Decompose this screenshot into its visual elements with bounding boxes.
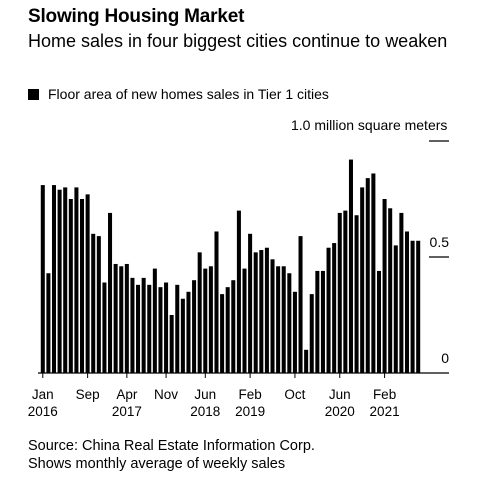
chart-title: Slowing Housing Market <box>28 6 245 27</box>
bar-52 <box>332 243 337 373</box>
bar-55 <box>348 159 353 373</box>
x-tick-label-0: Jan <box>32 387 54 402</box>
bar-8 <box>85 194 90 373</box>
x-tick-year-5: 2019 <box>235 404 265 419</box>
legend-swatch <box>28 88 39 100</box>
bar-45 <box>292 291 297 373</box>
bar-11 <box>102 282 107 373</box>
x-tick-year-2: 2017 <box>112 404 142 419</box>
bar-19 <box>147 284 152 373</box>
bar-16 <box>130 277 135 373</box>
bar-14 <box>119 266 124 373</box>
bar-29 <box>203 268 208 373</box>
bar-7 <box>80 199 85 373</box>
bar-65 <box>404 231 410 373</box>
bar-22 <box>164 282 169 373</box>
bar-67 <box>416 240 421 373</box>
bar-20 <box>152 268 157 373</box>
x-tick-label-5: Feb <box>238 387 261 402</box>
bar-25 <box>180 298 185 373</box>
bar-35 <box>236 210 241 373</box>
bar-5 <box>68 199 73 373</box>
source-note: Source: China Real Estate Information Co… <box>28 438 315 454</box>
bar-24 <box>175 284 180 373</box>
bar-6 <box>74 187 79 373</box>
x-tick-label-7: Jun <box>329 387 351 402</box>
bar-66 <box>410 240 415 373</box>
bar-3 <box>57 189 62 373</box>
legend: Floor area of new homes sales in Tier 1 … <box>28 86 329 102</box>
bar-56 <box>354 215 359 373</box>
x-tick-year-0: 2016 <box>28 404 58 419</box>
bar-27 <box>192 280 197 373</box>
y-axis-unit-label: 1.0 million square meters <box>291 117 448 133</box>
y-tick-label-1: 0.5 <box>430 234 450 250</box>
chart-subtitle: Home sales in four biggest cities contin… <box>28 31 448 51</box>
bar-43 <box>281 266 286 373</box>
bar-40 <box>264 247 269 373</box>
bar-32 <box>220 294 225 373</box>
bar-28 <box>197 252 202 373</box>
x-tick-label-1: Sep <box>76 387 100 402</box>
bar-34 <box>231 280 236 373</box>
bar-47 <box>304 349 309 373</box>
bar-17 <box>136 284 141 373</box>
bar-2 <box>51 185 57 373</box>
bar-63 <box>393 245 398 373</box>
method-note: Shows monthly average of weekly sales <box>28 456 286 472</box>
bar-46 <box>298 236 303 373</box>
bar-64 <box>399 212 404 373</box>
bar-21 <box>158 287 163 373</box>
bar-60 <box>376 270 381 373</box>
bar-61 <box>382 199 387 373</box>
bar-50 <box>320 270 325 373</box>
bar-62 <box>388 208 393 373</box>
footer: Source: China Real Estate Information Co… <box>28 437 315 473</box>
legend-label: Floor area of new homes sales in Tier 1 … <box>48 86 329 102</box>
bar-18 <box>141 277 146 373</box>
x-tick-label-6: Oct <box>284 387 305 402</box>
bar-49 <box>315 270 320 373</box>
y-tick-label-2: 0 <box>441 350 449 366</box>
bar-12 <box>108 212 113 373</box>
bar-15 <box>124 263 129 373</box>
x-tick-label-8: Feb <box>373 387 396 402</box>
bar-57 <box>360 187 365 373</box>
bar-23 <box>169 315 174 373</box>
bar-39 <box>259 250 264 373</box>
bar-53 <box>337 212 342 373</box>
bar-26 <box>186 291 191 373</box>
bar-42 <box>276 266 281 373</box>
x-tick-year-8: 2021 <box>370 404 400 419</box>
bar-30 <box>208 266 213 373</box>
bar-13 <box>113 263 118 373</box>
bar-10 <box>96 236 101 373</box>
x-tick-label-4: Jun <box>194 387 216 402</box>
x-tick-label-3: Nov <box>154 387 178 402</box>
x-tick-year-4: 2018 <box>190 404 220 419</box>
x-tick-label-2: Apr <box>116 387 138 402</box>
bar-48 <box>309 294 314 373</box>
bar-36 <box>242 268 247 373</box>
bar-44 <box>287 273 292 373</box>
bar-38 <box>253 252 258 373</box>
bar-0 <box>40 185 45 373</box>
bar-41 <box>270 259 275 373</box>
bar-31 <box>214 231 219 373</box>
bar-37 <box>248 233 253 373</box>
bar-33 <box>225 287 230 373</box>
x-tick-year-7: 2020 <box>325 404 355 419</box>
bar-58 <box>365 178 370 373</box>
bar-54 <box>343 210 348 373</box>
bar-9 <box>91 233 96 373</box>
bar-1 <box>46 273 51 373</box>
bar-51 <box>326 247 331 373</box>
bar-59 <box>371 173 376 373</box>
bar-4 <box>63 187 68 373</box>
